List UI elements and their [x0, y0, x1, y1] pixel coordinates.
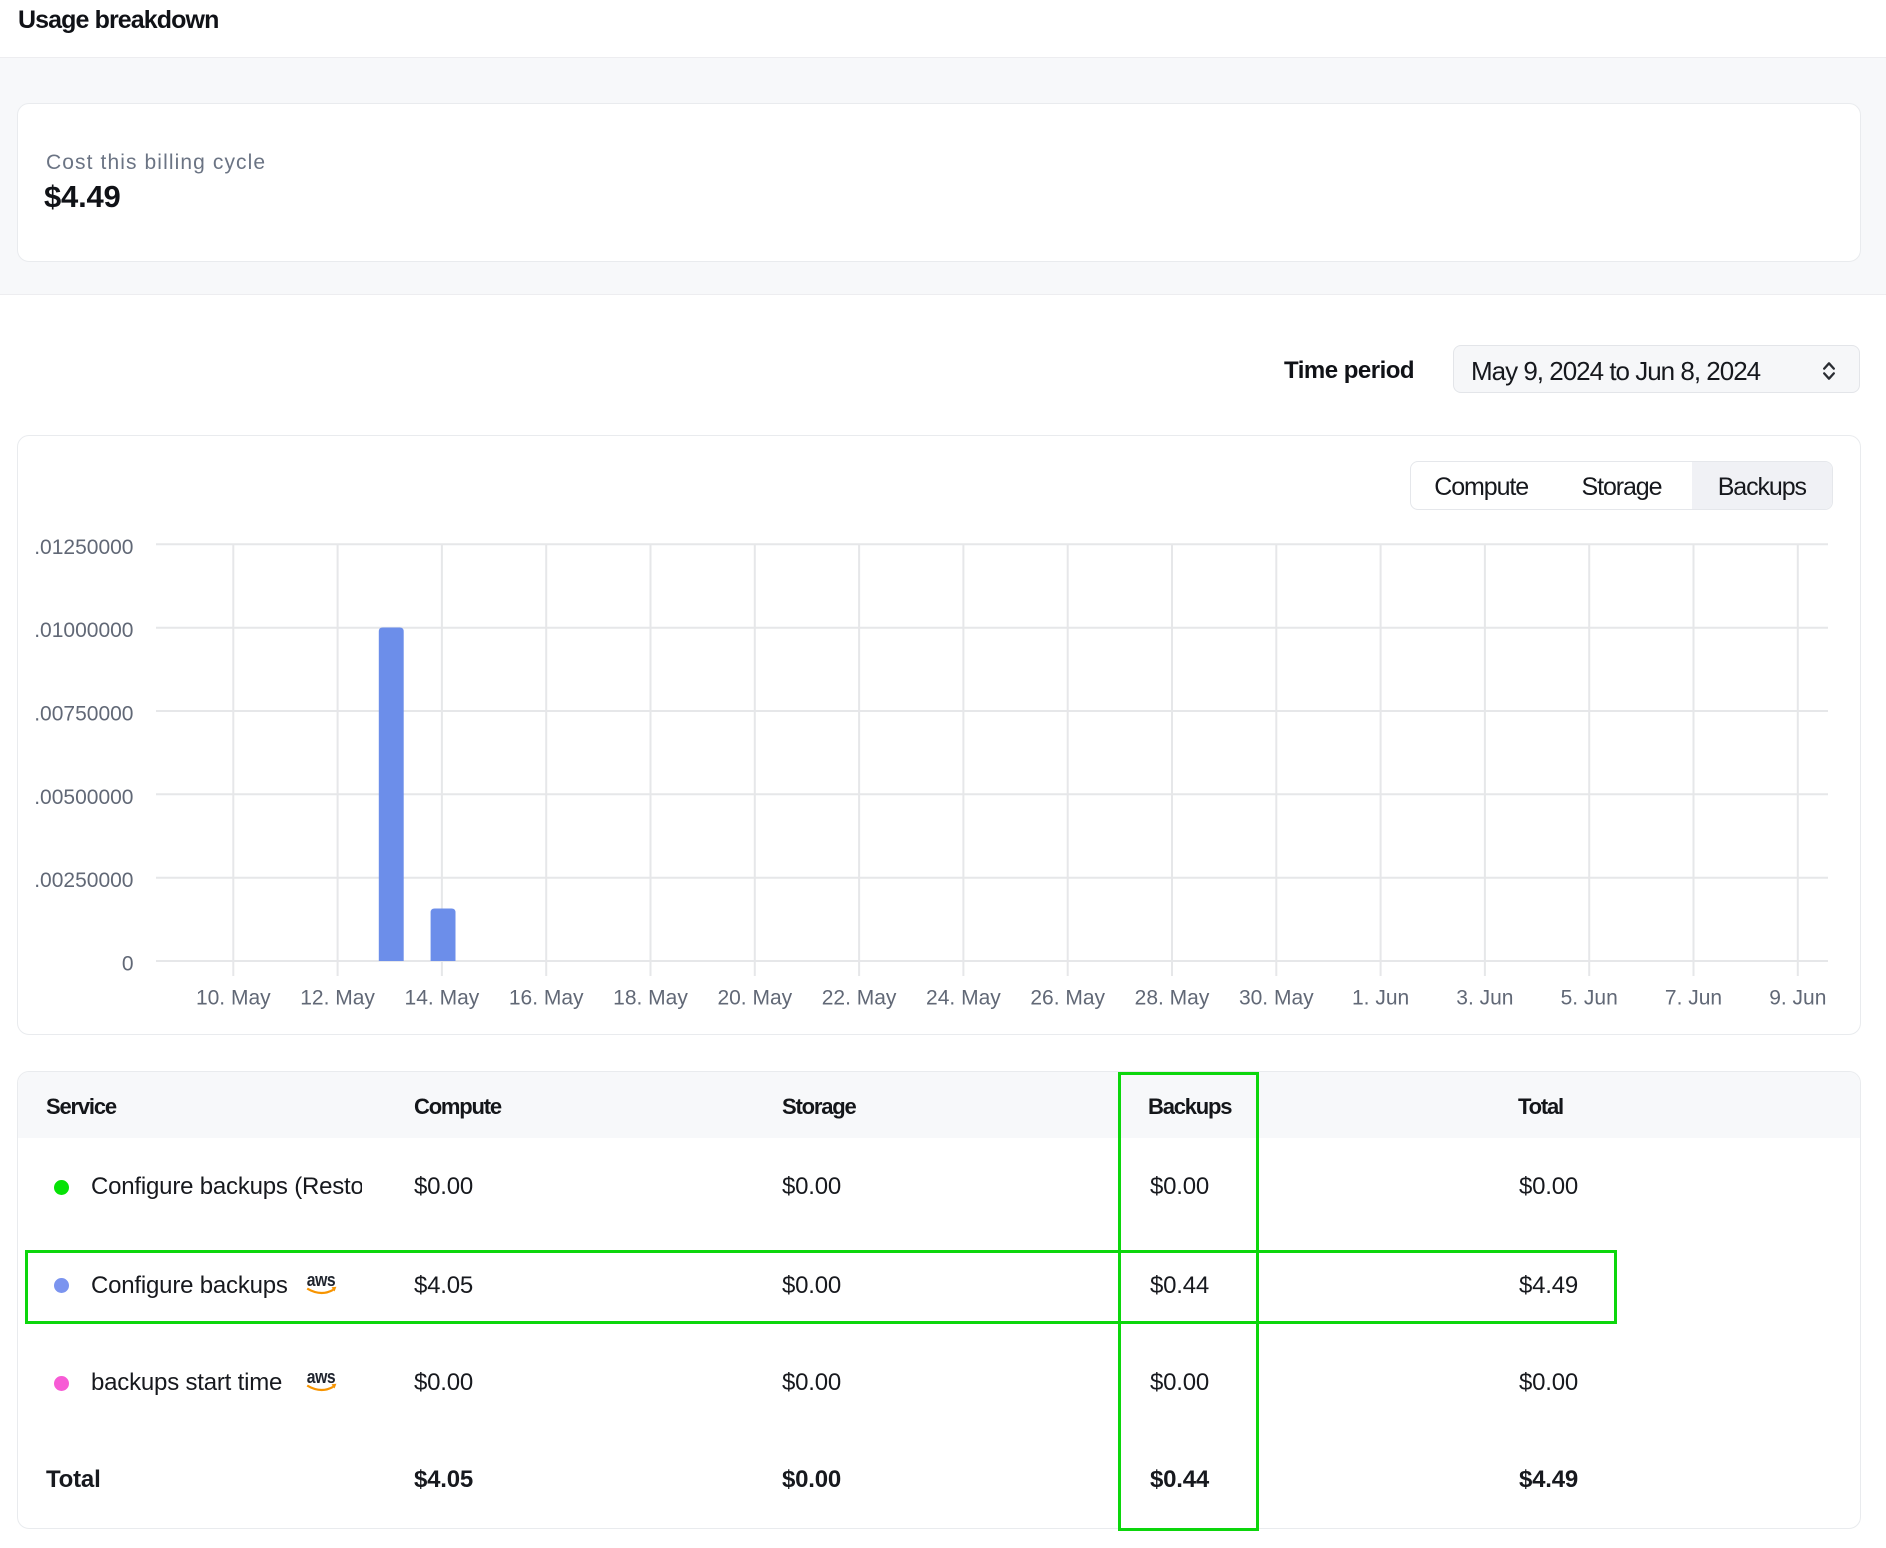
svg-text:9. Jun: 9. Jun	[1769, 987, 1826, 1010]
svg-text:14. May: 14. May	[405, 987, 480, 1010]
svg-text:28. May: 28. May	[1135, 987, 1210, 1010]
svg-text:20. May: 20. May	[717, 987, 792, 1010]
svg-text:aws: aws	[307, 1275, 336, 1290]
svg-text:aws: aws	[307, 1372, 336, 1387]
svg-text:7. Jun: 7. Jun	[1665, 987, 1722, 1010]
svg-text:.00250000: .00250000	[34, 869, 133, 892]
svg-text:.01000000: .01000000	[34, 619, 133, 642]
svg-text:26. May: 26. May	[1030, 987, 1105, 1010]
svg-text:24. May: 24. May	[926, 987, 1001, 1010]
svg-text:10. May: 10. May	[196, 987, 271, 1010]
svg-text:18. May: 18. May	[613, 987, 688, 1010]
svg-text:.00500000: .00500000	[34, 786, 133, 809]
svg-text:12. May: 12. May	[300, 987, 375, 1010]
svg-text:.00750000: .00750000	[34, 703, 133, 726]
svg-text:16. May: 16. May	[509, 987, 584, 1010]
svg-text:0: 0	[122, 953, 134, 976]
svg-text:1. Jun: 1. Jun	[1352, 987, 1409, 1010]
svg-text:22. May: 22. May	[822, 987, 897, 1010]
svg-text:3. Jun: 3. Jun	[1456, 987, 1513, 1010]
svg-text:.01250000: .01250000	[34, 536, 133, 559]
svg-text:30. May: 30. May	[1239, 987, 1314, 1010]
svg-text:5. Jun: 5. Jun	[1561, 987, 1618, 1010]
